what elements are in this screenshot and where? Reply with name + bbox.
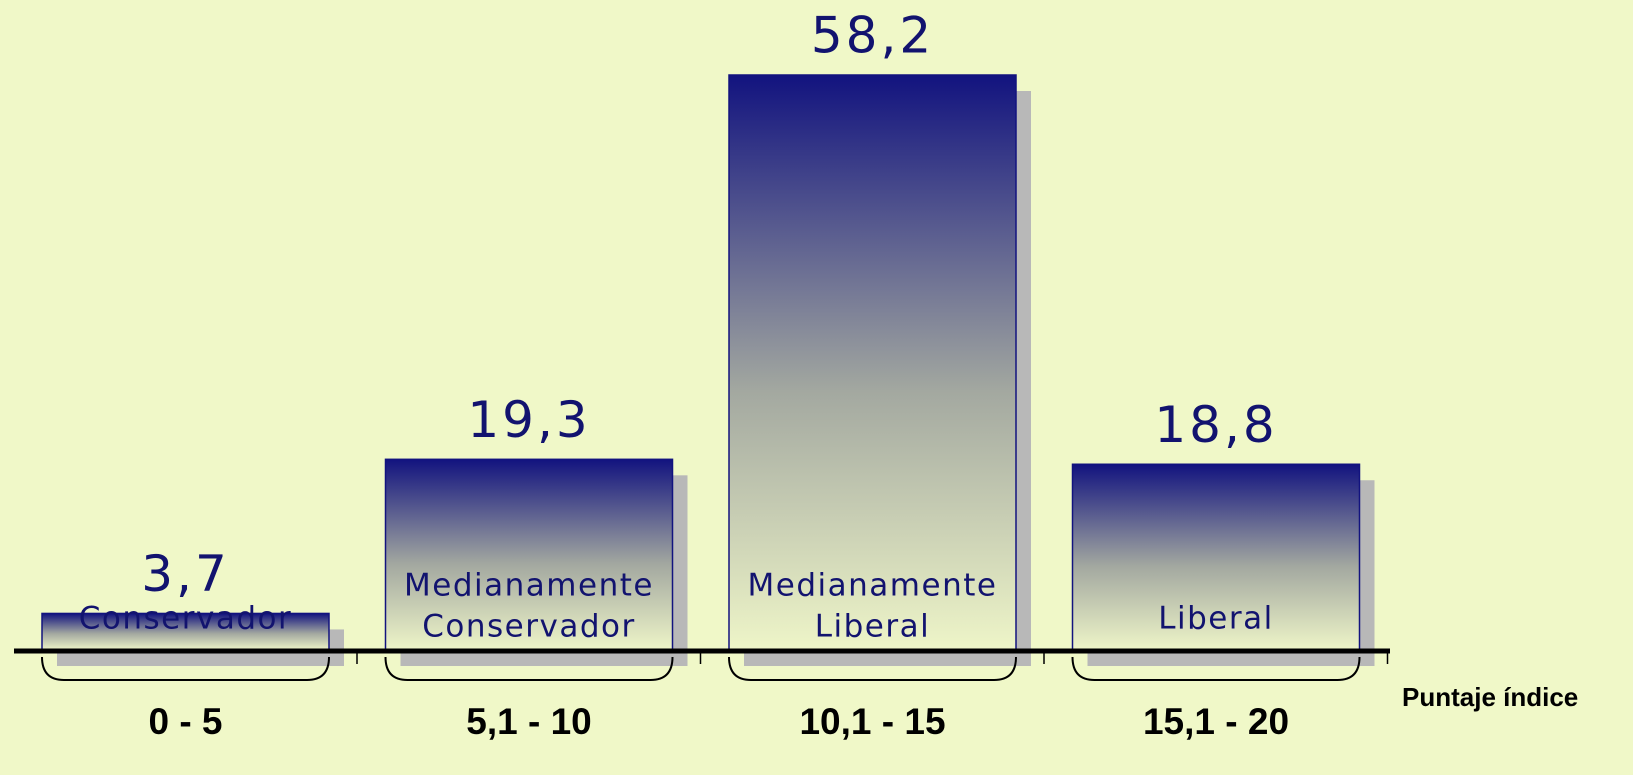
value-label: 3,7 xyxy=(141,545,230,603)
value-label: 19,3 xyxy=(467,391,590,449)
category-brace xyxy=(1071,656,1361,681)
bar xyxy=(1071,463,1361,651)
x-tick-label: 5,1 - 10 xyxy=(466,701,591,742)
x-tick-label: 10,1 - 15 xyxy=(799,701,945,742)
bar-label: Conservador xyxy=(422,609,635,645)
category-brace xyxy=(41,656,330,681)
bar xyxy=(41,612,330,651)
x-tick-label: 0 - 5 xyxy=(148,701,222,742)
bar-label: Medianamente xyxy=(404,568,654,604)
x-axis-label: Puntaje índice xyxy=(1402,682,1578,712)
category-brace xyxy=(384,656,674,681)
bar-label: Liberal xyxy=(1158,601,1274,637)
category-brace xyxy=(728,656,1017,681)
bar-label: Conservador xyxy=(79,601,292,637)
bar-label: Liberal xyxy=(815,609,931,645)
x-tick-label: 15,1 - 20 xyxy=(1143,701,1289,742)
value-label: 58,2 xyxy=(811,7,934,65)
bar xyxy=(384,458,674,651)
bar-label: Medianamente xyxy=(748,568,998,604)
bar xyxy=(728,74,1017,651)
value-label: 18,8 xyxy=(1154,396,1277,454)
